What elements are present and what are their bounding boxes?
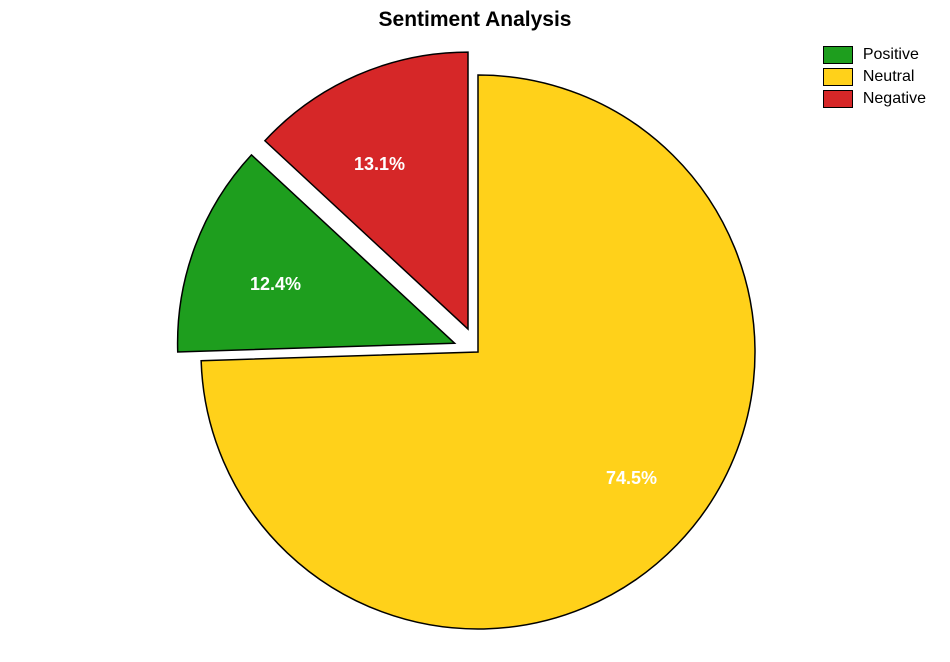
slice-label-positive: 12.4% xyxy=(250,274,301,295)
legend: Positive Neutral Negative xyxy=(823,46,926,108)
legend-item-negative: Negative xyxy=(823,90,926,108)
legend-label-positive: Positive xyxy=(863,46,919,64)
legend-swatch-neutral xyxy=(823,68,853,86)
legend-item-neutral: Neutral xyxy=(823,68,926,86)
legend-item-positive: Positive xyxy=(823,46,926,64)
legend-swatch-negative xyxy=(823,90,853,108)
pie-chart xyxy=(0,0,950,662)
legend-label-neutral: Neutral xyxy=(863,68,915,86)
slice-label-negative: 13.1% xyxy=(354,154,405,175)
slice-label-neutral: 74.5% xyxy=(606,468,657,489)
legend-swatch-positive xyxy=(823,46,853,64)
legend-label-negative: Negative xyxy=(863,90,926,108)
